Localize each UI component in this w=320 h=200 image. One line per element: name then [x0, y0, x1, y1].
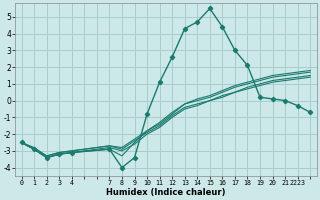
X-axis label: Humidex (Indice chaleur): Humidex (Indice chaleur) [106, 188, 226, 197]
